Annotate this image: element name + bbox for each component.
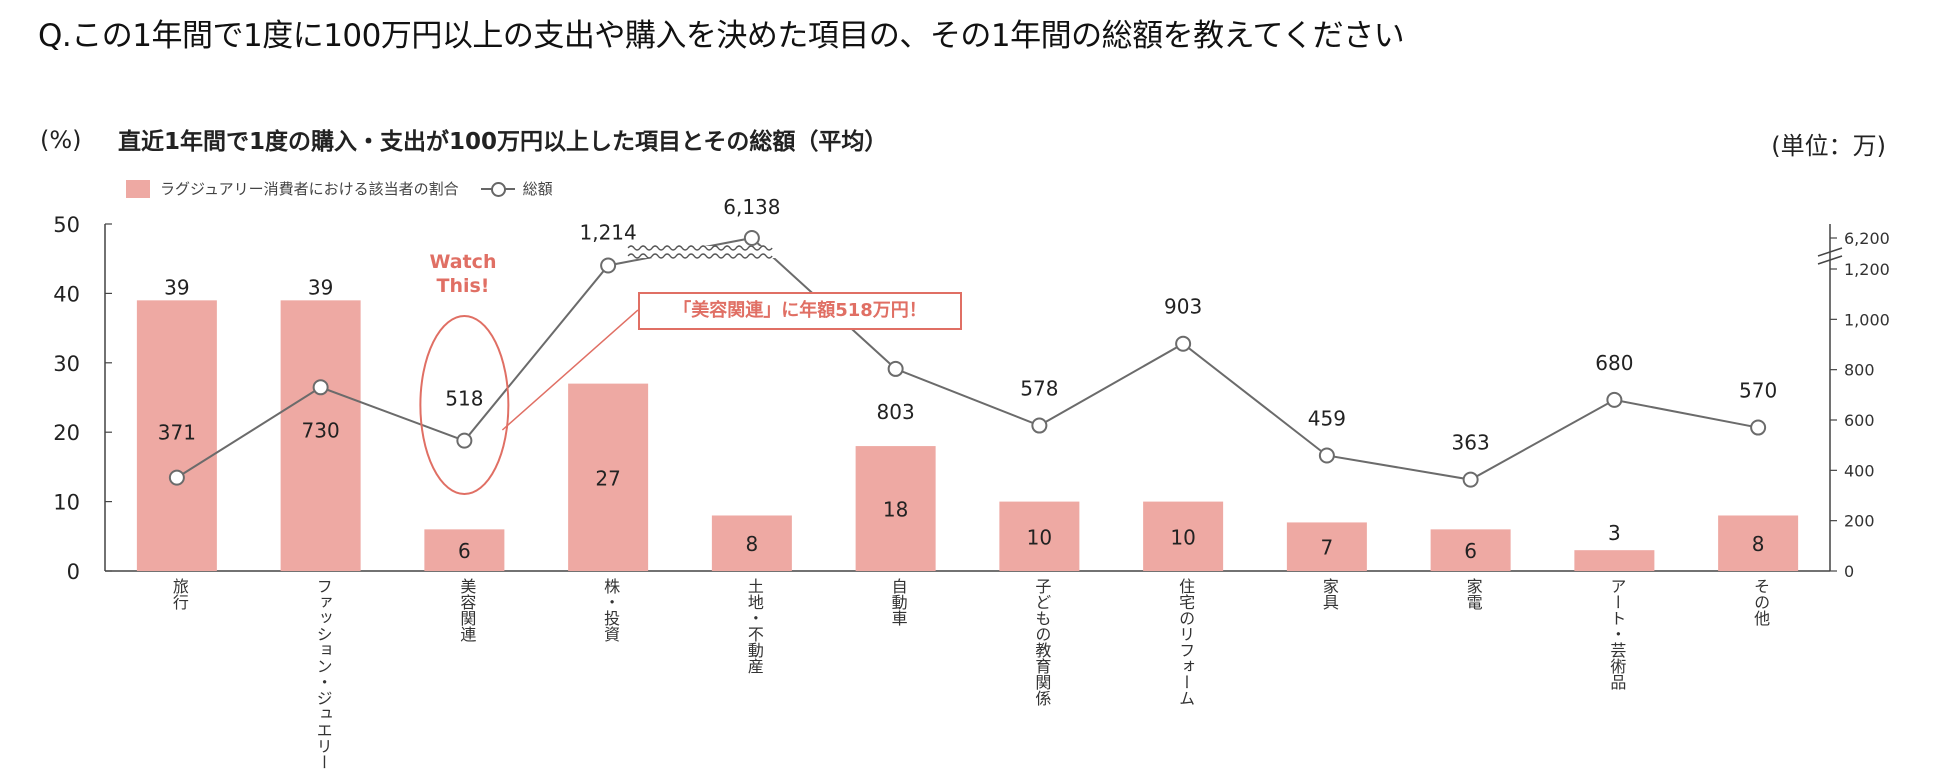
right-tick-label: 0 — [1844, 562, 1854, 581]
legend-line-label: 総額 — [522, 180, 553, 198]
category-label: 家電 — [1463, 578, 1483, 610]
bar — [1143, 501, 1224, 571]
bar-value-label: 6 — [1464, 539, 1477, 563]
right-tick-label: 1,200 — [1844, 260, 1890, 279]
left-tick-label: 20 — [53, 421, 80, 445]
total-point — [1750, 419, 1767, 436]
category-label: アート・芸術品 — [1607, 578, 1627, 690]
total-point — [743, 230, 760, 246]
right-tick-label: 400 — [1844, 461, 1875, 480]
bar — [1718, 515, 1799, 571]
category-label: 自動車 — [888, 578, 908, 626]
category-label: 株・投資 — [601, 578, 621, 642]
bar-value-label: 39 — [164, 275, 189, 299]
right-tick-label: 800 — [1844, 361, 1875, 380]
bar — [280, 300, 361, 571]
watch-this-annotation: Watch This! — [420, 250, 506, 298]
total-point — [1318, 447, 1335, 464]
category-label: 美容関連 — [457, 578, 477, 642]
legend-line-swatch — [480, 180, 515, 198]
line-value-label: 903 — [1164, 295, 1202, 319]
legend-bar-swatch — [126, 179, 150, 198]
bar — [1286, 522, 1367, 571]
bar-value-label: 10 — [1027, 525, 1052, 549]
question-text: Q.この1年間で1度に100万円以上の支出や購入を決めた項目の、その1年間の総額… — [38, 18, 1405, 54]
line-value-label: 730 — [302, 418, 340, 442]
left-tick-label: 0 — [67, 560, 80, 584]
bar-value-label: 6 — [458, 539, 471, 563]
left-axis-unit: (%) — [40, 126, 82, 154]
line-value-label: 570 — [1739, 379, 1777, 403]
line-value-label: 518 — [445, 387, 483, 411]
left-tick-label: 50 — [53, 213, 80, 237]
line-value-label: 459 — [1308, 406, 1346, 430]
bar — [855, 446, 936, 571]
right-tick-label: 200 — [1844, 512, 1875, 531]
axis-break-mark — [1817, 255, 1843, 265]
line-value-label: 578 — [1020, 377, 1058, 401]
total-point — [1175, 335, 1192, 352]
category-label: 家具 — [1319, 578, 1339, 610]
line-value-label: 680 — [1595, 351, 1633, 375]
bar-value-label: 10 — [1170, 525, 1195, 549]
total-point — [168, 469, 185, 486]
right-tick-label: 6,200 — [1844, 229, 1890, 248]
callout-connector — [501, 309, 639, 431]
bar-value-label: 8 — [746, 532, 759, 556]
line-value-label: 371 — [158, 421, 196, 445]
right-axis-unit: (単位：万) — [1771, 132, 1886, 160]
category-label: ファッション・ジュエリー — [313, 578, 333, 770]
total-point — [1031, 417, 1048, 434]
bar — [1430, 529, 1511, 571]
left-tick-label: 30 — [53, 352, 80, 376]
watch-line-2: This! — [436, 275, 490, 297]
axis-break-mark — [1817, 247, 1843, 257]
line-value-label: 803 — [877, 400, 915, 424]
chart-title: 直近1年間で1度の購入・支出が100万円以上した項目とその総額（平均） — [118, 129, 888, 155]
bar — [999, 501, 1080, 571]
line-value-label: 1,214 — [579, 220, 636, 244]
total-point — [456, 432, 473, 449]
line-value-label: 363 — [1452, 431, 1490, 455]
category-label: 土地・不動産 — [744, 578, 764, 674]
right-tick-label: 1,000 — [1844, 310, 1890, 329]
bar — [136, 300, 217, 571]
highlight-ellipse — [419, 315, 510, 495]
break-wave — [627, 253, 773, 259]
total-point — [1606, 391, 1623, 408]
total-point — [312, 379, 329, 396]
bar-value-label: 18 — [883, 498, 908, 522]
total-point — [1462, 471, 1479, 488]
break-wave — [627, 245, 773, 251]
left-tick-label: 40 — [53, 282, 80, 306]
legend: ラグジュアリー消費者における該当者の割合 総額 — [126, 178, 553, 199]
category-label: 子どもの教育関係 — [1032, 578, 1052, 706]
bar — [424, 529, 505, 571]
line-value-label: 6,138 — [723, 195, 780, 219]
bar-value-label: 7 — [1321, 536, 1334, 560]
bar-value-label: 39 — [308, 275, 333, 299]
bar — [1574, 550, 1655, 571]
right-tick-label: 600 — [1844, 411, 1875, 430]
category-label: 旅行 — [169, 578, 189, 610]
total-line — [176, 236, 1759, 481]
left-tick-label: 10 — [53, 491, 80, 515]
callout-box: 「美容関連」に年額518万円！ — [638, 292, 962, 330]
bar-value-label: 27 — [595, 466, 620, 490]
category-label: その他 — [1751, 578, 1771, 626]
legend-bar-label: ラグジュアリー消費者における該当者の割合 — [160, 180, 459, 198]
bar — [568, 383, 649, 571]
category-label: 住宅のリフォーム — [1176, 578, 1196, 706]
bar-value-label: 8 — [1752, 532, 1765, 556]
total-point — [600, 257, 617, 274]
chart-canvas: 0 10 20 30 40 50 0 200 400 600 800 1,000 1,200 6,200 3… — [53, 195, 1890, 584]
total-point — [887, 360, 904, 377]
watch-line-1: Watch — [429, 251, 497, 273]
bar-value-label: 3 — [1608, 521, 1621, 545]
bar — [711, 515, 792, 571]
